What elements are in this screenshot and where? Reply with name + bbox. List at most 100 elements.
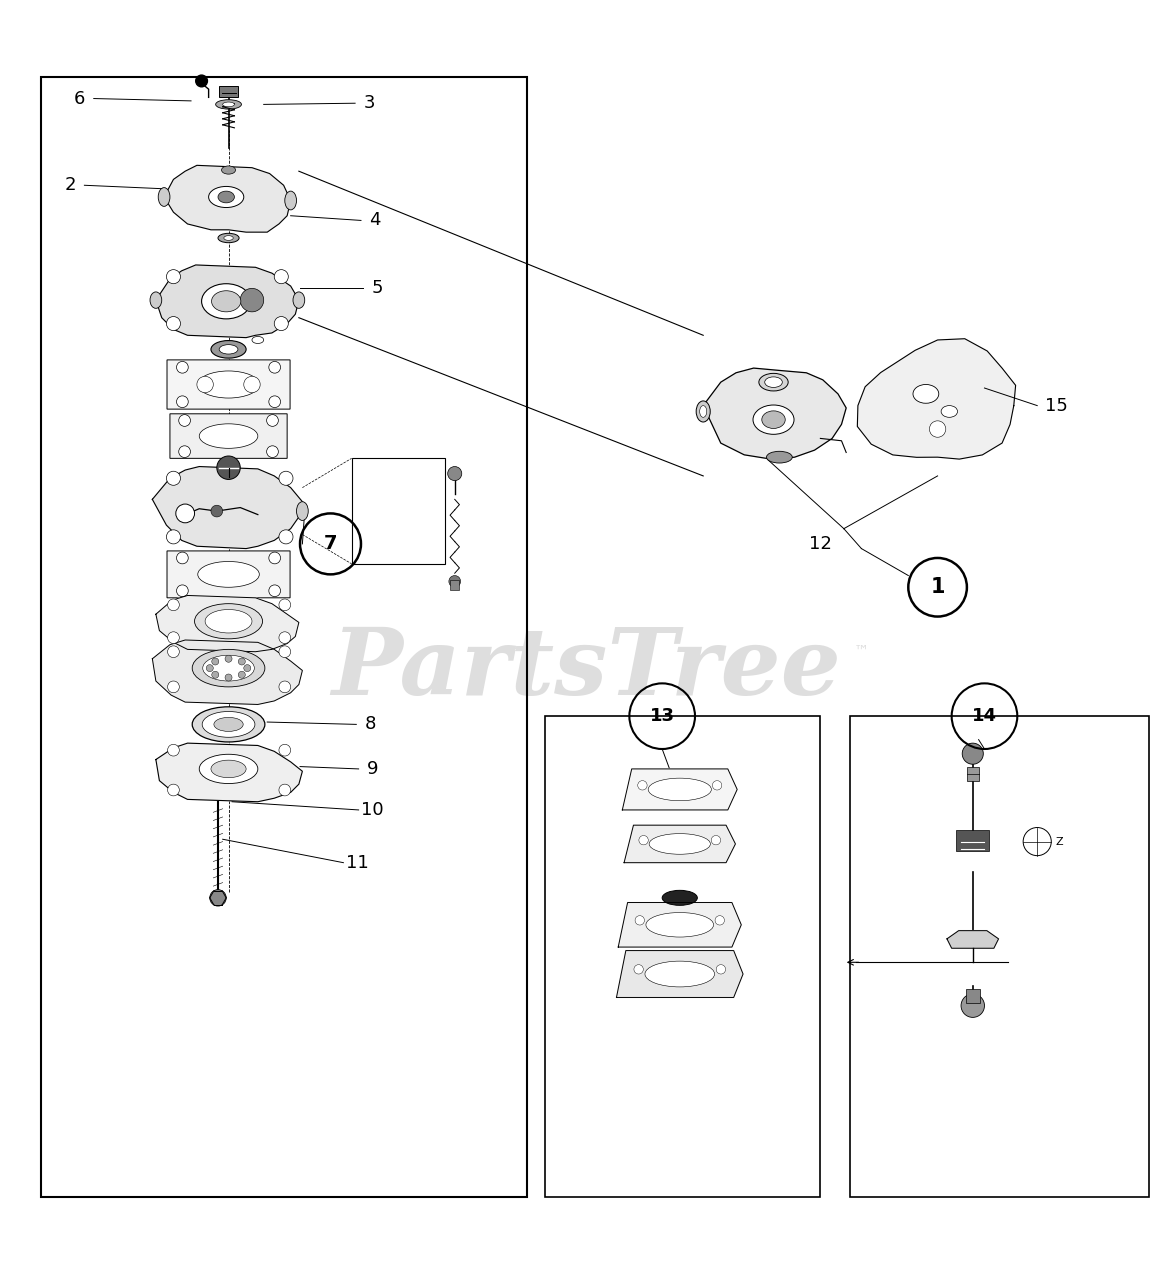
- Circle shape: [240, 288, 264, 312]
- Circle shape: [217, 456, 240, 480]
- Circle shape: [177, 552, 189, 563]
- Polygon shape: [164, 165, 291, 232]
- Bar: [352, 458, 445, 563]
- Text: 1: 1: [931, 577, 945, 598]
- Circle shape: [244, 376, 260, 393]
- Circle shape: [268, 396, 280, 407]
- Text: 3: 3: [363, 95, 375, 113]
- Circle shape: [267, 415, 279, 426]
- FancyBboxPatch shape: [168, 550, 291, 598]
- Circle shape: [268, 552, 280, 563]
- Circle shape: [168, 681, 179, 692]
- Circle shape: [168, 632, 179, 644]
- Ellipse shape: [150, 292, 162, 308]
- Bar: [966, 989, 980, 1004]
- Circle shape: [166, 316, 180, 330]
- Circle shape: [196, 76, 207, 87]
- Circle shape: [244, 664, 251, 672]
- Ellipse shape: [224, 236, 233, 241]
- Circle shape: [929, 421, 946, 438]
- Circle shape: [197, 376, 213, 393]
- Bar: [450, 580, 459, 590]
- Ellipse shape: [222, 166, 236, 174]
- Circle shape: [961, 995, 984, 1018]
- Ellipse shape: [913, 384, 939, 403]
- Ellipse shape: [218, 191, 234, 202]
- Text: 5: 5: [372, 279, 383, 297]
- Text: 2: 2: [64, 177, 76, 195]
- Ellipse shape: [203, 712, 255, 737]
- Circle shape: [210, 890, 226, 906]
- Circle shape: [1023, 827, 1051, 855]
- Circle shape: [238, 671, 245, 678]
- Bar: [956, 829, 989, 851]
- Circle shape: [268, 361, 280, 374]
- Text: 8: 8: [364, 716, 376, 733]
- Polygon shape: [152, 466, 302, 549]
- Circle shape: [225, 675, 232, 681]
- Ellipse shape: [759, 374, 788, 390]
- Circle shape: [279, 785, 291, 796]
- Text: Z: Z: [1056, 837, 1064, 846]
- Text: 6: 6: [74, 90, 86, 108]
- Ellipse shape: [752, 404, 795, 434]
- Text: 4: 4: [369, 211, 381, 229]
- Bar: [219, 86, 238, 97]
- Circle shape: [716, 965, 725, 974]
- Polygon shape: [156, 595, 299, 652]
- Circle shape: [448, 466, 462, 480]
- Ellipse shape: [766, 452, 792, 463]
- Circle shape: [715, 915, 724, 925]
- Circle shape: [635, 915, 645, 925]
- Ellipse shape: [199, 754, 258, 783]
- Polygon shape: [622, 769, 737, 810]
- Bar: [850, 717, 1149, 1197]
- Ellipse shape: [202, 284, 251, 319]
- Circle shape: [274, 270, 288, 284]
- Circle shape: [449, 576, 461, 588]
- Ellipse shape: [645, 961, 715, 987]
- Circle shape: [279, 632, 291, 644]
- Circle shape: [639, 836, 648, 845]
- Circle shape: [274, 316, 288, 330]
- Circle shape: [211, 506, 223, 517]
- Bar: [41, 77, 527, 1197]
- Ellipse shape: [199, 424, 258, 448]
- Circle shape: [166, 471, 180, 485]
- Ellipse shape: [192, 707, 265, 742]
- Circle shape: [166, 530, 180, 544]
- Circle shape: [212, 658, 219, 666]
- Circle shape: [212, 671, 219, 678]
- Circle shape: [634, 965, 643, 974]
- Circle shape: [168, 646, 179, 658]
- Circle shape: [279, 530, 293, 544]
- Ellipse shape: [213, 717, 244, 731]
- Ellipse shape: [649, 833, 710, 854]
- Ellipse shape: [209, 187, 244, 207]
- Circle shape: [178, 415, 190, 426]
- Text: PartsTree: PartsTree: [331, 625, 841, 714]
- Ellipse shape: [297, 502, 308, 521]
- Circle shape: [238, 658, 245, 666]
- Ellipse shape: [648, 778, 711, 801]
- Circle shape: [225, 655, 232, 662]
- Ellipse shape: [211, 760, 246, 778]
- Circle shape: [962, 744, 983, 764]
- Text: 14: 14: [972, 707, 997, 726]
- Ellipse shape: [662, 891, 697, 905]
- Circle shape: [279, 744, 291, 756]
- Bar: [545, 717, 820, 1197]
- Ellipse shape: [285, 191, 297, 210]
- Text: 11: 11: [346, 854, 369, 872]
- Circle shape: [168, 744, 179, 756]
- Ellipse shape: [764, 376, 783, 388]
- Text: 12: 12: [809, 535, 832, 553]
- Ellipse shape: [700, 406, 707, 417]
- Ellipse shape: [198, 371, 259, 398]
- Text: 13: 13: [649, 707, 675, 726]
- Bar: [967, 767, 979, 781]
- Ellipse shape: [293, 292, 305, 308]
- Text: 15: 15: [1045, 397, 1069, 415]
- FancyBboxPatch shape: [168, 360, 291, 410]
- Circle shape: [178, 445, 190, 457]
